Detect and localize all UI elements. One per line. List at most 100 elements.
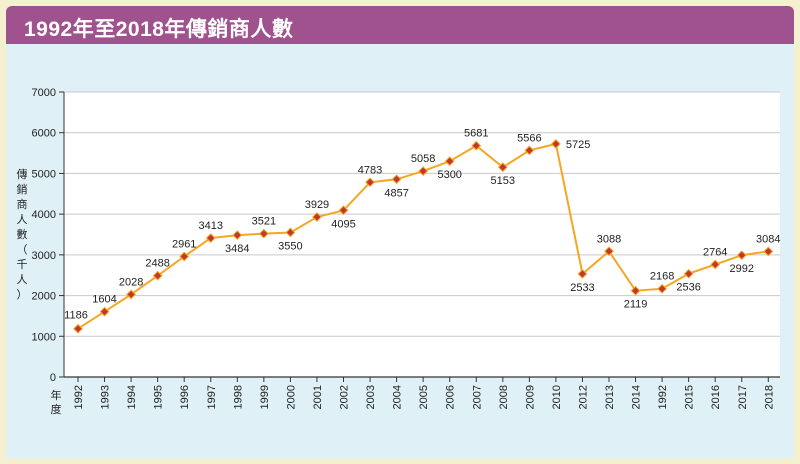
- data-point: [205, 233, 216, 243]
- x-tick-label: 2002: [339, 385, 351, 409]
- x-tick-label: 1994: [126, 385, 138, 409]
- x-tick-label: 2010: [551, 385, 563, 409]
- data-label: 1186: [64, 310, 88, 322]
- x-tick-label: 2012: [577, 385, 589, 409]
- data-label: 2168: [650, 271, 674, 283]
- data-label: 2119: [624, 299, 648, 311]
- data-label: 1604: [92, 294, 116, 306]
- x-tick-label: 1996: [179, 385, 191, 409]
- data-label: 2533: [570, 282, 594, 294]
- x-tick-label: 2006: [445, 385, 457, 409]
- y-axis-label-char: 傳: [17, 168, 28, 181]
- data-point: [524, 145, 535, 156]
- y-tick-label: 5000: [32, 168, 56, 180]
- data-label: 3929: [305, 199, 329, 211]
- data-label: 3521: [252, 216, 276, 228]
- chart-title: 1992年至2018年傳銷商人數: [24, 18, 294, 41]
- y-tick-label: 2000: [32, 291, 56, 303]
- data-label: 2536: [676, 282, 700, 294]
- x-tick-label: 2004: [392, 385, 404, 409]
- data-point: [312, 212, 322, 222]
- x-tick-label: 1992: [657, 385, 669, 409]
- data-label: 2992: [730, 263, 754, 275]
- data-point: [338, 205, 349, 216]
- data-point: [179, 251, 190, 262]
- x-tick-label: 2007: [471, 385, 483, 409]
- data-label: 5681: [464, 128, 488, 140]
- chart-header: 1992年至2018年傳銷商人數: [6, 6, 794, 44]
- data-point: [710, 259, 721, 270]
- x-tick-label: 2014: [631, 385, 643, 409]
- x-tick-label: 1992: [73, 385, 85, 409]
- data-label: 5566: [517, 132, 541, 144]
- y-tick-label: 7000: [32, 87, 56, 99]
- y-axis-label-char: 銷: [17, 182, 28, 196]
- data-point: [126, 289, 137, 300]
- y-tick-label: 6000: [32, 128, 56, 140]
- data-label: 4857: [384, 187, 408, 199]
- data-point: [391, 174, 402, 185]
- x-tick-label: 1997: [206, 385, 218, 409]
- y-axis-label-char: 商: [17, 197, 28, 211]
- data-point: [418, 166, 429, 176]
- data-point: [577, 268, 588, 279]
- data-point: [683, 268, 694, 279]
- x-tick-label: 1993: [100, 385, 112, 409]
- data-label: 3413: [199, 220, 223, 232]
- data-point: [657, 283, 668, 294]
- x-tick-label: 2015: [684, 385, 696, 409]
- data-label: 5300: [437, 169, 461, 181]
- data-point: [232, 230, 243, 241]
- x-tick-label: 2009: [524, 385, 536, 409]
- data-label: 2488: [145, 258, 169, 270]
- y-tick-label: 3000: [32, 250, 56, 262]
- data-point: [630, 285, 641, 296]
- x-axis-label-char: 年: [51, 388, 62, 402]
- x-tick-label: 2003: [365, 385, 377, 409]
- data-label: 4783: [358, 164, 382, 176]
- x-tick-label: 2008: [498, 385, 510, 409]
- x-tick-label: 2016: [710, 385, 722, 409]
- x-tick-label: 1995: [153, 385, 165, 409]
- data-point: [471, 140, 482, 151]
- y-axis-label-char: ）: [17, 288, 28, 301]
- y-axis-label-char: 數: [17, 228, 28, 241]
- data-point: [497, 162, 508, 173]
- data-label: 2961: [172, 238, 196, 250]
- data-point: [604, 246, 614, 257]
- data-label: 3484: [225, 243, 249, 255]
- x-tick-label: 2005: [418, 385, 430, 409]
- data-point: [550, 139, 561, 149]
- x-tick-label: 1999: [259, 385, 271, 409]
- data-label: 5153: [491, 175, 515, 187]
- x-tick-label: 2000: [285, 385, 297, 409]
- data-point: [736, 250, 747, 261]
- plot-area: [64, 92, 780, 377]
- y-axis-label-char: （: [17, 243, 28, 256]
- data-label: 5725: [566, 139, 590, 151]
- data-point: [285, 227, 296, 238]
- data-point: [365, 177, 375, 188]
- y-tick-label: 1000: [32, 331, 56, 343]
- data-label: 3084: [756, 233, 780, 245]
- data-point: [444, 156, 455, 167]
- data-label: 3550: [278, 240, 302, 252]
- y-axis-label-char: 人: [17, 273, 28, 286]
- y-tick-label: 0: [50, 372, 56, 384]
- x-axis-label-char: 度: [51, 402, 62, 416]
- data-label: 4095: [331, 218, 355, 230]
- x-tick-label: 2001: [312, 385, 324, 409]
- data-point: [152, 270, 163, 281]
- x-tick-label: 2017: [737, 385, 749, 409]
- x-tick-label: 2013: [604, 385, 616, 409]
- y-axis-label-char: 人: [17, 213, 28, 226]
- data-label: 2028: [119, 276, 143, 288]
- x-tick-label: 2018: [763, 385, 775, 409]
- data-label: 5058: [411, 153, 435, 165]
- data-label: 2764: [703, 246, 727, 258]
- data-point: [73, 323, 83, 334]
- y-axis-label-char: 千: [17, 258, 28, 271]
- data-label: 3088: [597, 233, 621, 245]
